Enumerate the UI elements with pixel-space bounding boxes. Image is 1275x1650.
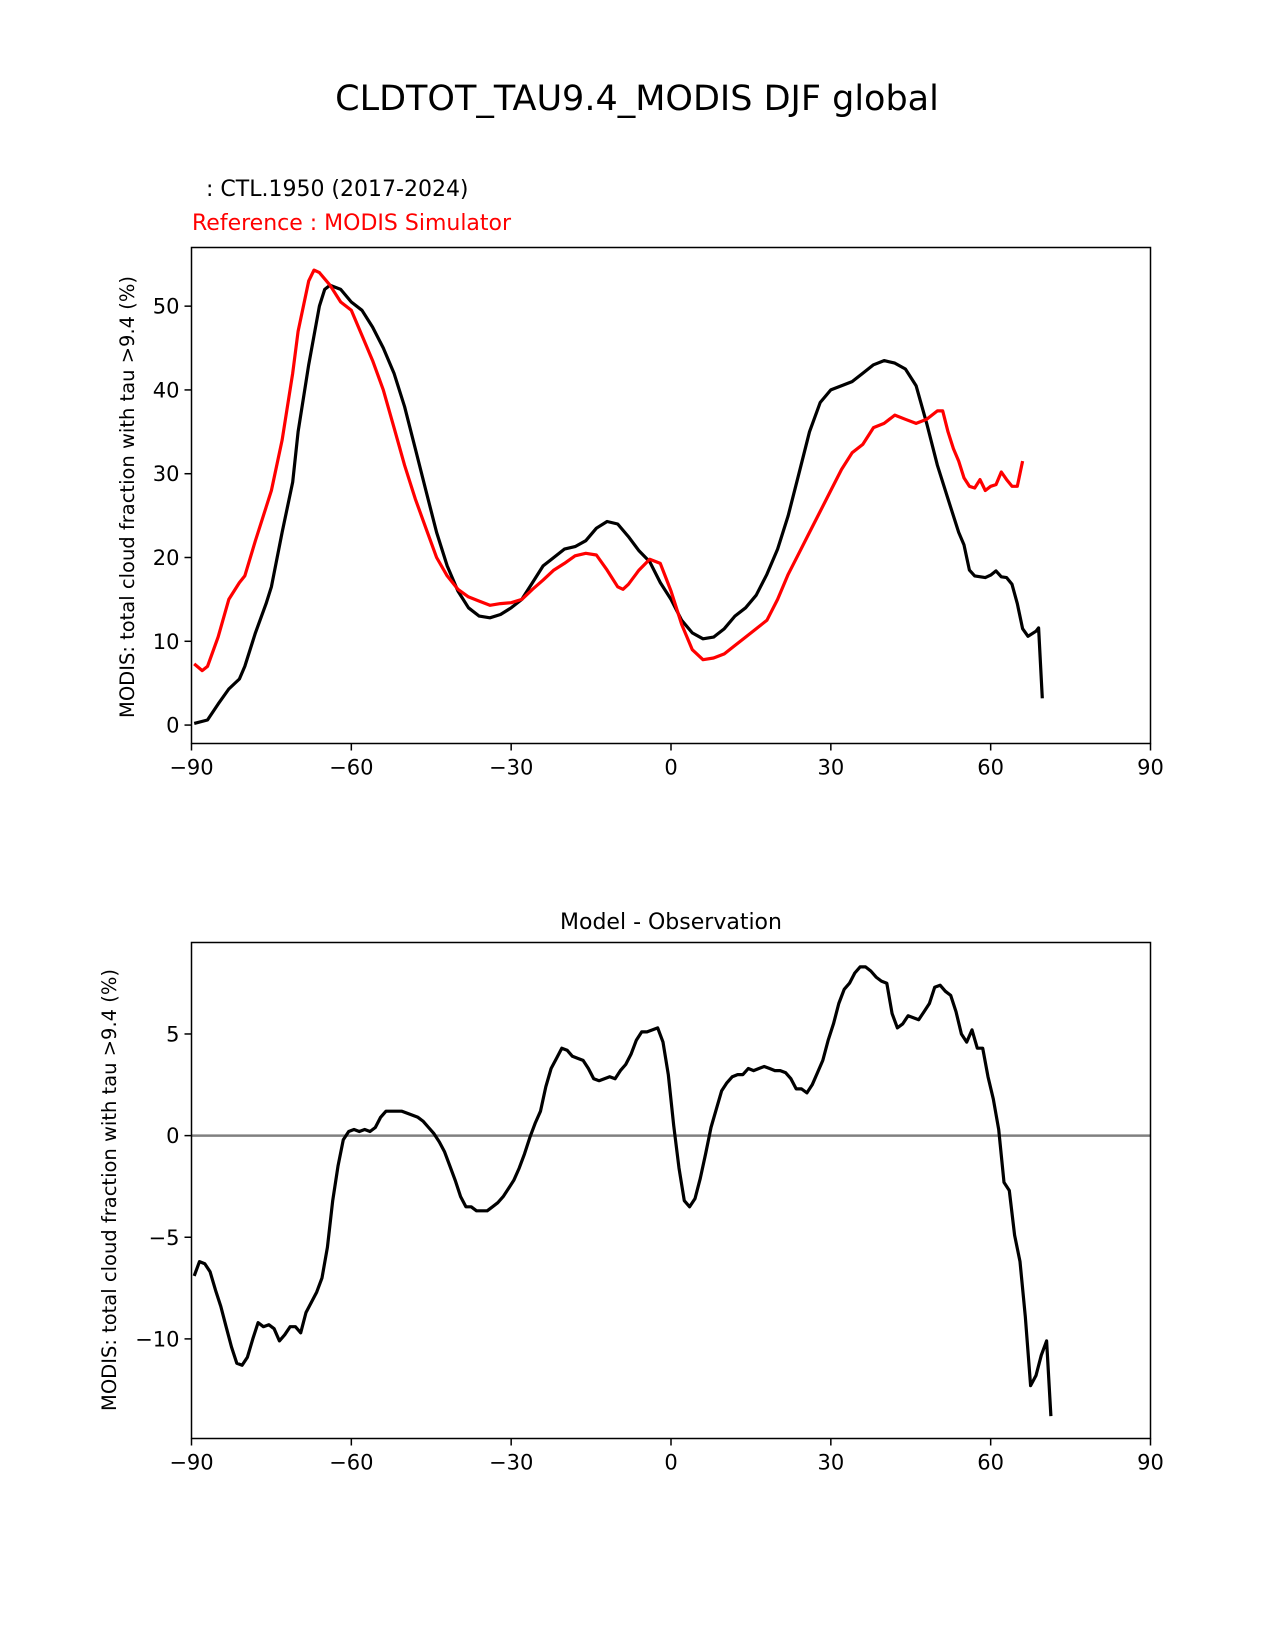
tick-group: −90 −60 −30 0 30 60 90 0 10 20 30 40 50 — [153, 295, 1164, 780]
plot-frame — [190, 941, 1152, 1440]
x-tick-label: 30 — [817, 1451, 844, 1475]
series-line-model — [192, 965, 1053, 1417]
series-line-model — [193, 283, 1044, 725]
y-tick-label: 0 — [166, 1124, 179, 1148]
y-tick-label: −10 — [135, 1327, 179, 1351]
x-tick-label: −90 — [169, 756, 213, 780]
x-tick-label: 90 — [1137, 756, 1164, 780]
x-tick-label: 60 — [977, 756, 1004, 780]
y-tick-label: −5 — [149, 1226, 180, 1250]
figure-title: CLDTOT_TAU9.4_MODIS DJF global — [335, 79, 939, 119]
test-label: : CTL.1950 (2017-2024) — [206, 177, 469, 202]
y-tick-label: 5 — [166, 1022, 179, 1046]
x-tick-label: 90 — [1137, 1451, 1164, 1475]
x-tick-label: −90 — [169, 1451, 213, 1475]
plot-frame — [190, 246, 1152, 745]
series-group — [191, 965, 1151, 1417]
y-tick-label: 50 — [153, 295, 180, 319]
series-group — [193, 268, 1044, 725]
x-tick-label: −60 — [329, 756, 373, 780]
reference-label: Reference : MODIS Simulator — [192, 211, 512, 236]
x-tick-label: 0 — [664, 1451, 677, 1475]
y-tick-label: 40 — [153, 378, 180, 402]
bottom-panel: Model - Observation MODIS: total cloud f… — [98, 910, 1164, 1475]
y-tick-label: 20 — [153, 546, 180, 570]
top-panel: : CTL.1950 (2017-2024) Reference : MODIS… — [116, 177, 1164, 780]
x-tick-label: 30 — [817, 756, 844, 780]
tick-group: −90 −60 −30 0 30 60 90 −10 −5 0 5 — [135, 1022, 1164, 1474]
diff-title: Model - Observation — [560, 910, 782, 935]
x-tick-label: 60 — [977, 1451, 1004, 1475]
y-tick-label: 30 — [153, 462, 180, 486]
x-tick-label: −30 — [489, 1451, 533, 1475]
x-tick-label: −60 — [329, 1451, 373, 1475]
y-tick-label: 0 — [166, 714, 179, 738]
x-tick-label: −30 — [489, 756, 533, 780]
y-tick-label: 10 — [153, 630, 180, 654]
x-tick-label: 0 — [664, 756, 677, 780]
series-line-reference — [193, 268, 1025, 673]
y-axis-label: MODIS: total cloud fraction with tau >9.… — [98, 969, 121, 1411]
y-axis-label: MODIS: total cloud fraction with tau >9.… — [116, 276, 139, 718]
